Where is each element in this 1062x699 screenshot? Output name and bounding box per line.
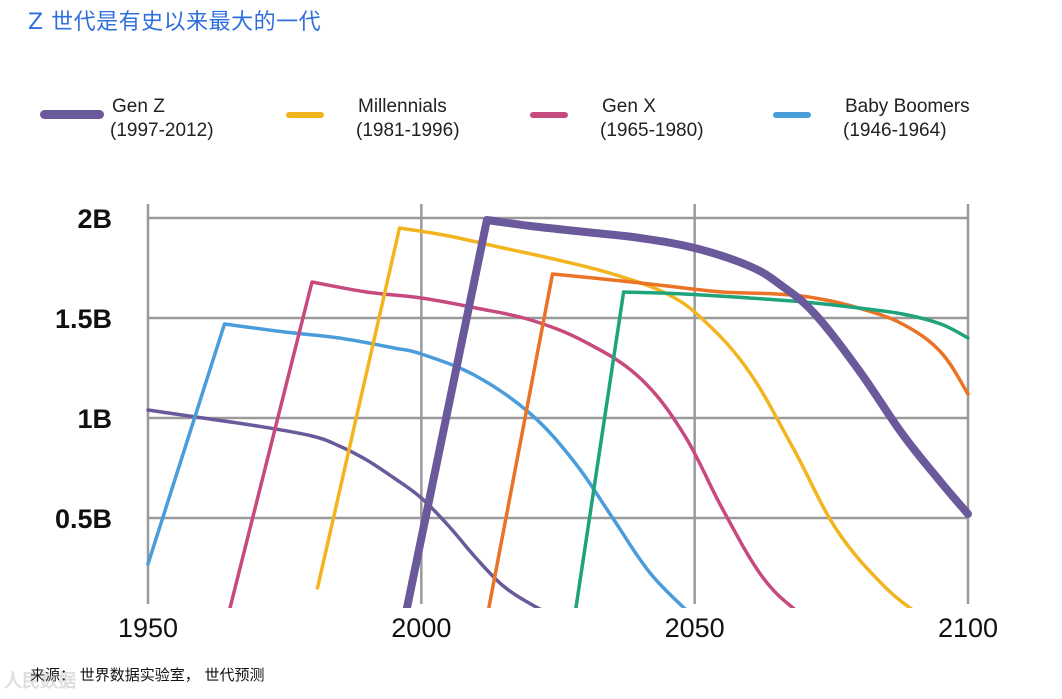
legend-range-millennials: (1981-1996)	[356, 120, 460, 141]
legend: Gen Z (1997-2012) Millennials (1981-1996…	[40, 96, 1040, 156]
legend-range-baby-boomers: (1946-1964)	[843, 120, 947, 141]
series-line-gen-z	[402, 216, 972, 608]
y-tick-label: 1B	[77, 404, 112, 434]
legend-name-baby-boomers: Baby Boomers	[845, 96, 970, 117]
series-line-gen-x	[228, 280, 797, 608]
y-tick-label: 2B	[77, 204, 112, 234]
y-tick-label: 0.5B	[55, 504, 112, 534]
x-tick-label: 2100	[938, 613, 998, 643]
axis-ticks: 1950 2000 2050 2100 0.5B 1B 1.5B 2B	[55, 204, 998, 643]
series-line-baby-boomers	[146, 322, 687, 608]
series-line-millennials	[315, 226, 914, 608]
page-title: Z 世代是有史以来最大的一代	[28, 10, 322, 35]
y-tick-label: 1.5B	[55, 304, 112, 334]
legend-name-gen-z: Gen Z	[112, 96, 165, 117]
legend-range-gen-x: (1965-1980)	[600, 120, 704, 141]
legend-name-gen-x: Gen X	[602, 96, 656, 117]
series-line-silent-generation	[146, 408, 542, 608]
gridlines	[146, 204, 970, 604]
legend-name-millennials: Millennials	[358, 96, 447, 117]
watermark: 人民数据	[4, 671, 76, 692]
series-line-projected-generation-b	[574, 290, 970, 608]
legend-swatch-baby-boomers	[773, 112, 811, 118]
x-tick-label: 2000	[391, 613, 451, 643]
legend-swatch-millennials	[286, 112, 324, 118]
series-line-projected-generation-a	[487, 272, 970, 608]
series-lines	[146, 216, 972, 608]
x-tick-label: 1950	[118, 613, 178, 643]
legend-swatch-gen-z	[40, 110, 104, 119]
source-note: 来源： 世界数据实验室， 世代预测	[30, 666, 265, 684]
legend-range-gen-z: (1997-2012)	[110, 120, 214, 141]
x-tick-label: 2050	[665, 613, 725, 643]
legend-swatch-gen-x	[530, 112, 568, 118]
